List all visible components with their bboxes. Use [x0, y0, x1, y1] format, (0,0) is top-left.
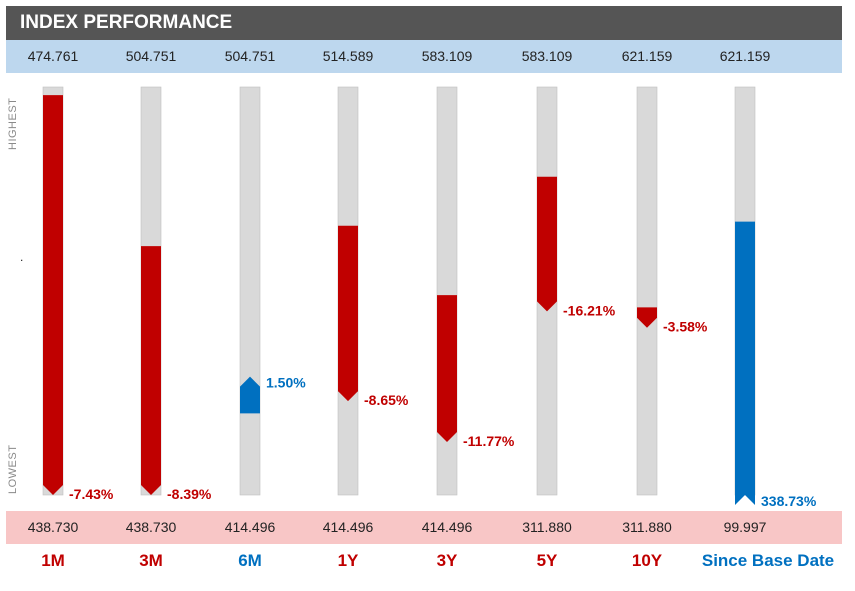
lowest-value-2: 414.496 [224, 519, 276, 535]
lowest-value-0: 438.730 [27, 519, 79, 535]
period-label-4: 3Y [436, 551, 458, 570]
period-labels: 1M 3M 6M 1Y 3Y 5Y 10Y Since Base Date [0, 546, 855, 576]
change-label-2: 1.50% [266, 375, 306, 391]
period-label-7: Since Base Date [701, 551, 835, 570]
middle-mark: . [20, 250, 24, 264]
change-bar-0 [43, 95, 63, 495]
track-6 [636, 86, 658, 496]
highest-value-4: 583.109 [421, 48, 473, 64]
change-label-7: 338.73% [761, 493, 817, 509]
highest-value-5: 583.109 [521, 48, 573, 64]
change-bar-2 [240, 376, 260, 414]
period-label-5: 5Y [536, 551, 558, 570]
change-label-0: -7.43% [69, 486, 114, 502]
highest-value-0: 474.761 [27, 48, 79, 64]
change-label-5: -16.21% [563, 302, 616, 318]
highest-value-1: 504.751 [125, 48, 177, 64]
lowest-value-6: 311.880 [622, 519, 672, 535]
highest-value-6: 621.159 [621, 48, 673, 64]
period-label-0: 1M [41, 551, 65, 570]
change-bar-1 [141, 246, 161, 495]
change-bar-5 [537, 176, 557, 312]
change-label-4: -11.77% [463, 433, 515, 449]
period-label-2: 6M [238, 551, 262, 570]
lowest-value-7: 99.997 [723, 519, 767, 535]
lowest-value-3: 414.496 [322, 519, 374, 535]
period-label-3: 1Y [337, 551, 359, 570]
lowest-value-5: 311.880 [522, 519, 572, 535]
change-bar-3 [338, 225, 358, 402]
change-label-6: -3.58% [663, 319, 708, 335]
highest-value-3: 514.589 [322, 48, 374, 64]
highest-values-row: 474.761 504.751 504.751 514.589 583.109 583.1… [6, 40, 842, 73]
track-2 [239, 86, 261, 496]
lowest-value-1: 438.730 [125, 519, 177, 535]
change-label-1: -8.39% [167, 486, 212, 502]
period-label-1: 3M [139, 551, 163, 570]
change-bar-6 [637, 307, 657, 328]
change-bar-7 [735, 221, 755, 505]
highest-value-7: 621.159 [719, 48, 771, 64]
change-label-3: -8.65% [364, 392, 409, 408]
highest-value-2: 504.751 [224, 48, 276, 64]
period-label-6: 10Y [631, 551, 663, 570]
lowest-values-row: 438.730 438.730 414.496 414.496 414.496 311.8… [6, 511, 842, 544]
chart-title: INDEX PERFORMANCE [6, 6, 842, 40]
lowest-value-4: 414.496 [421, 519, 473, 535]
change-bar-4 [437, 295, 457, 442]
